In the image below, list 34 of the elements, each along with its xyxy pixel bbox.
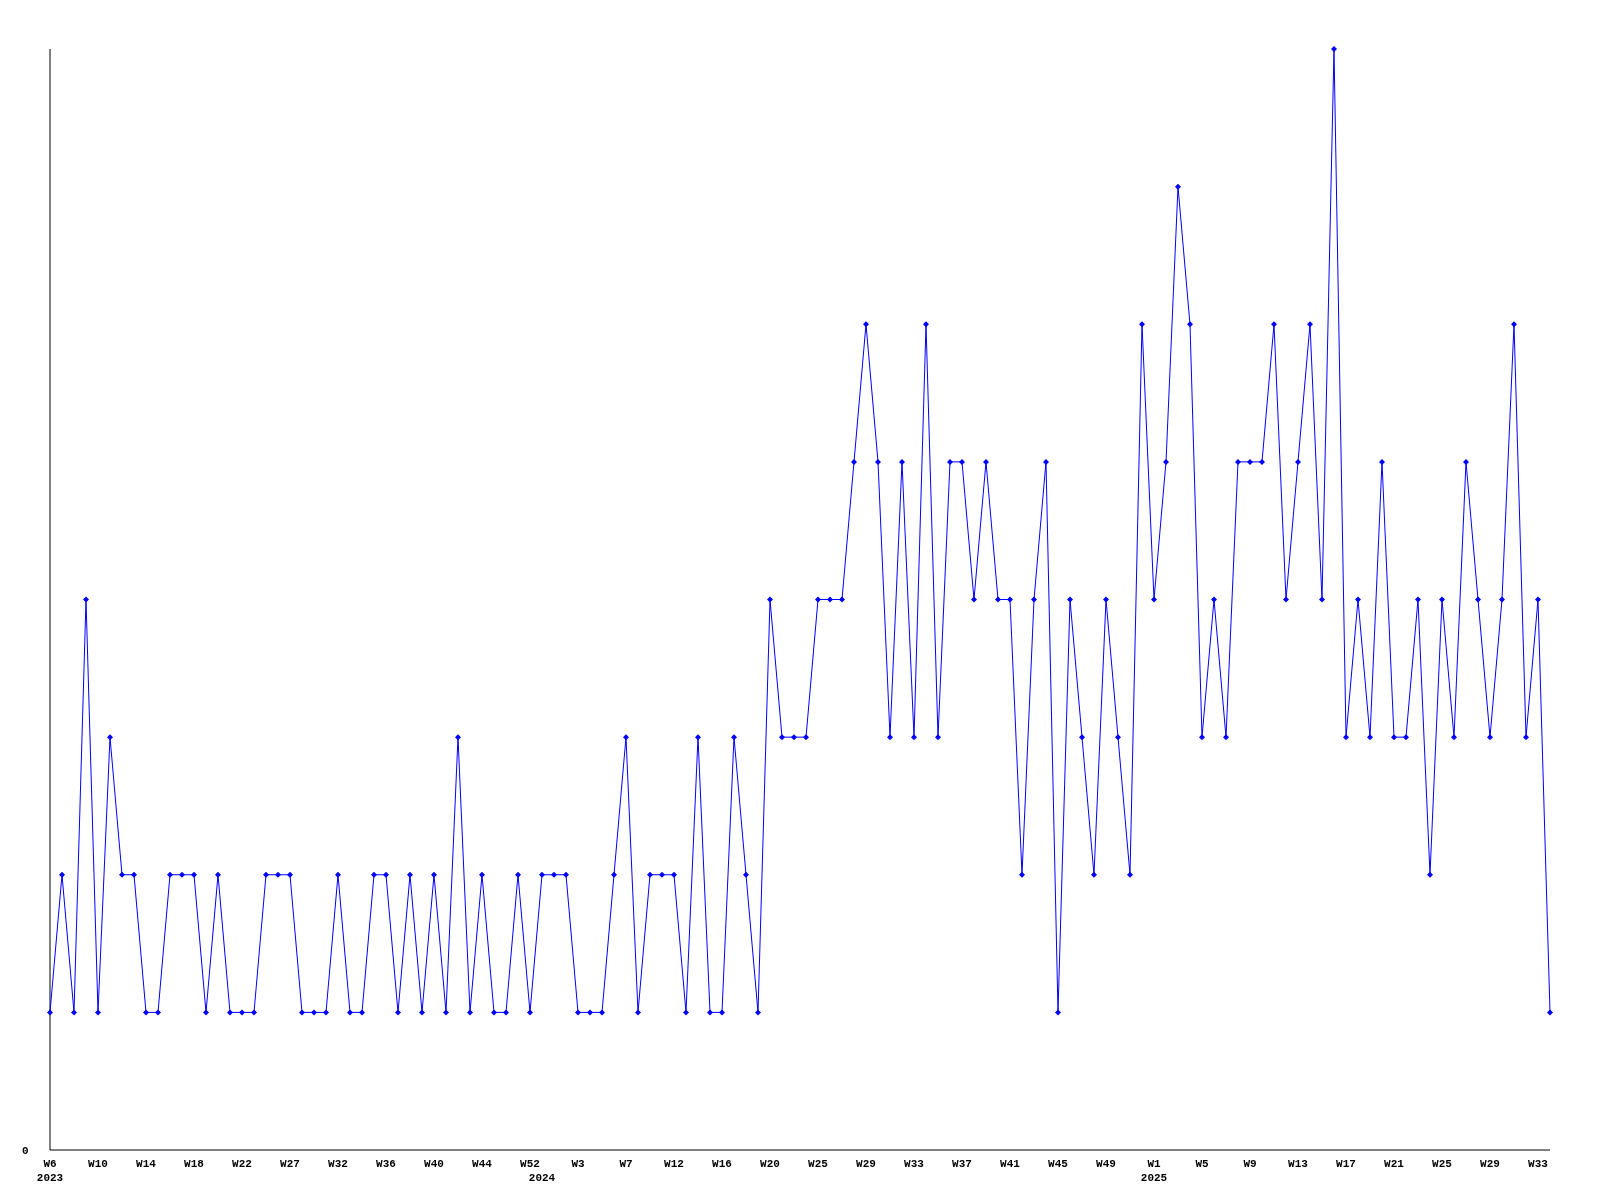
x-tick-label: W18 — [184, 1158, 205, 1170]
x-tick-label: W41 — [1000, 1158, 1021, 1170]
x-tick-label: W29 — [856, 1158, 876, 1170]
x-tick-label: W29 — [1480, 1158, 1500, 1170]
x-tick-label: W14 — [136, 1158, 157, 1170]
x-tick-label: 2024 — [528, 1172, 556, 1184]
x-tick-label: W49 — [1096, 1158, 1116, 1170]
x-tick-label: W10 — [88, 1158, 108, 1170]
x-tick-label: W12 — [664, 1158, 684, 1170]
x-tick-label: W5 — [1195, 1158, 1209, 1170]
x-tick-label: W7 — [619, 1158, 633, 1170]
x-tick-label: W32 — [328, 1158, 348, 1170]
x-tick-label: W21 — [1384, 1158, 1405, 1170]
x-tick-label: W27 — [280, 1158, 300, 1170]
x-tick-label: W6 2023 — [36, 1158, 64, 1184]
x-tick-label: W25 — [1432, 1158, 1453, 1170]
x-tick-label: W36 — [376, 1158, 396, 1170]
x-tick-label: W3 — [571, 1158, 585, 1170]
x-tick-label: W17 — [1336, 1158, 1356, 1170]
x-tick-label: W44 — [472, 1158, 493, 1170]
x-tick-label: W33 — [1528, 1158, 1549, 1170]
text: 0 — [22, 1145, 29, 1157]
x-tick-label: W13 — [1288, 1158, 1309, 1170]
x-tick-label: W25 — [808, 1158, 829, 1170]
x-tick-label: W20 — [760, 1158, 780, 1170]
x-tick-label: W33 — [904, 1158, 925, 1170]
x-tick-label: W22 — [232, 1158, 252, 1170]
x-tick-label: W1 2025 — [1140, 1158, 1168, 1184]
x-tick-label: W37 — [952, 1158, 972, 1170]
x-tick-label: W52 — [520, 1158, 540, 1170]
x-tick-label: W16 — [712, 1158, 732, 1170]
x-tick-label: W45 — [1048, 1158, 1069, 1170]
x-tick-label: W40 — [424, 1158, 444, 1170]
x-tick-label: W9 — [1243, 1158, 1257, 1170]
